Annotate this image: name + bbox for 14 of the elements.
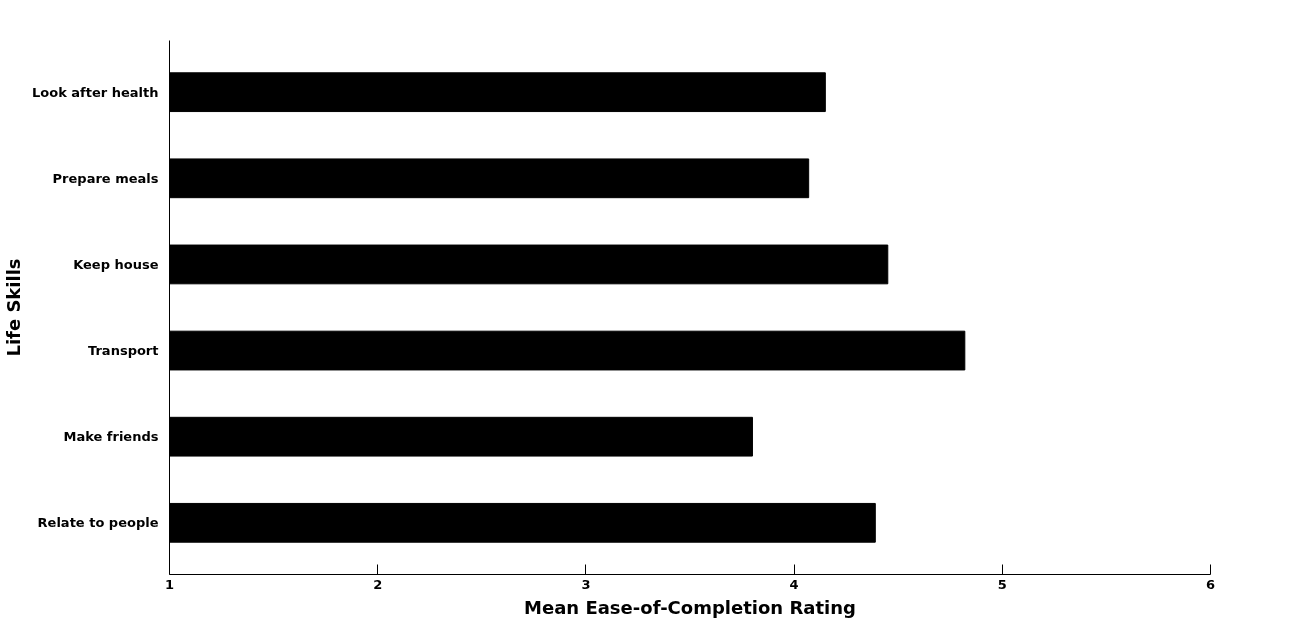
x-tick-label: 4	[789, 576, 799, 592]
x-tick-label: 1	[164, 576, 175, 592]
x-tick-label: 2	[373, 576, 383, 592]
y-tick-label: Prepare meals	[52, 170, 159, 186]
x-tick-label: 6	[1205, 576, 1216, 592]
x-axis-title: Mean Ease-of-Completion Rating	[524, 596, 856, 618]
y-tick-label: Keep house	[73, 256, 159, 272]
x-tick-label: 3	[581, 576, 591, 592]
y-axis-title: Life Skills	[3, 258, 25, 357]
x-tick-label: 5	[997, 576, 1007, 592]
y-tick-label: Relate to people	[37, 515, 159, 531]
y-tick-label: Transport	[88, 343, 159, 359]
y-tick-label: Look after health	[32, 84, 159, 100]
y-tick-label: Make friends	[63, 429, 159, 445]
